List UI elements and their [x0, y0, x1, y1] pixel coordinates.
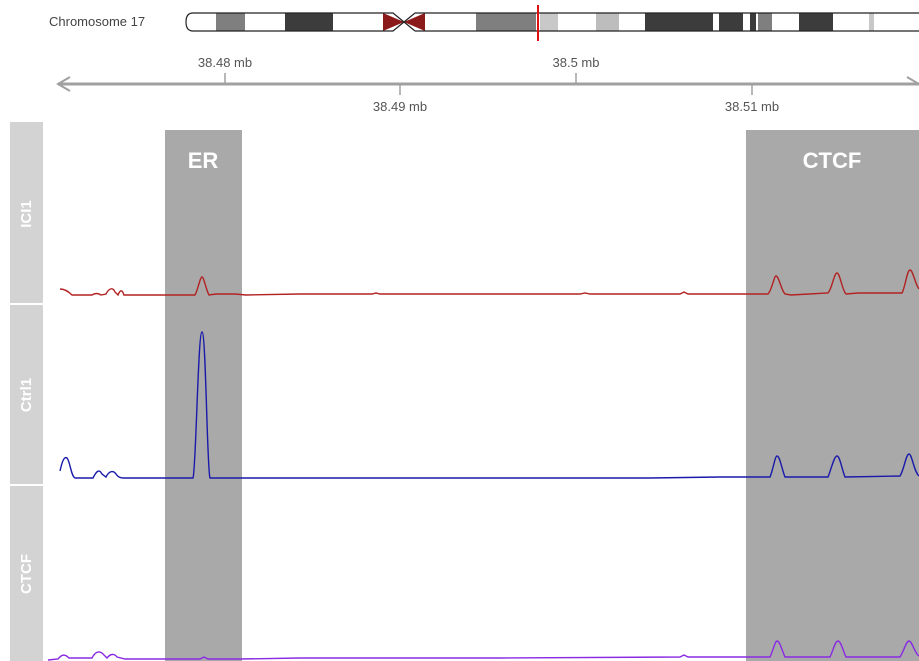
track-label-ctcf: CTCF: [18, 554, 35, 594]
axis-left-arrow: [56, 76, 71, 92]
track-label-ici1: ICI1: [18, 200, 35, 228]
ideogram-band: [645, 13, 713, 31]
ideogram-band: [758, 13, 772, 31]
centromere-right: [404, 13, 425, 31]
region-er-label: ER: [188, 148, 219, 173]
ideogram-band: [285, 13, 333, 31]
signal-trace-ctrl1: [59, 331, 919, 479]
chromosome-ideogram: Chromosome 17: [49, 5, 919, 41]
track-label-ctrl1: Ctrl1: [18, 378, 35, 412]
ideogram-band: [333, 13, 383, 31]
ideogram-band: [596, 13, 619, 31]
track-header-ici1: [10, 122, 43, 303]
axis-tick-label: 38.49 mb: [373, 99, 427, 114]
signal-traces: [47, 269, 919, 661]
axis-tick-label: 38.51 mb: [725, 99, 779, 114]
ideogram-q-arm-outline: [403, 12, 919, 32]
signal-trace-ctcf: [47, 640, 919, 661]
region-ctcf: [746, 130, 919, 661]
ideogram-band: [476, 13, 536, 31]
chromosome-label: Chromosome 17: [49, 14, 145, 29]
axis-tick-label: 38.5 mb: [553, 55, 600, 70]
ideogram-band: [719, 13, 743, 31]
region-ctcf-label: CTCF: [803, 148, 862, 173]
axis-right-arrow: [906, 76, 919, 85]
track-header-ctrl1: [10, 305, 43, 484]
ideogram-band: [799, 13, 833, 31]
region-er: [165, 130, 242, 661]
ideogram-band: [869, 13, 874, 31]
ideogram-band: [216, 13, 245, 31]
ideogram-p-arm-outline: [185, 12, 405, 32]
ideogram-band: [540, 13, 558, 31]
track-headers: ICI1 Ctrl1 CTCF: [10, 122, 43, 661]
centromere-left: [383, 13, 404, 31]
ideogram-band: [750, 13, 756, 31]
highlight-regions: ER CTCF: [165, 130, 919, 661]
track-header-ctcf: [10, 486, 43, 661]
signal-trace-ici1: [59, 269, 919, 297]
genome-axis: 38.48 mb 38.49 mb 38.5 mb 38.51 mb: [56, 55, 919, 114]
axis-tick-label: 38.48 mb: [198, 55, 252, 70]
